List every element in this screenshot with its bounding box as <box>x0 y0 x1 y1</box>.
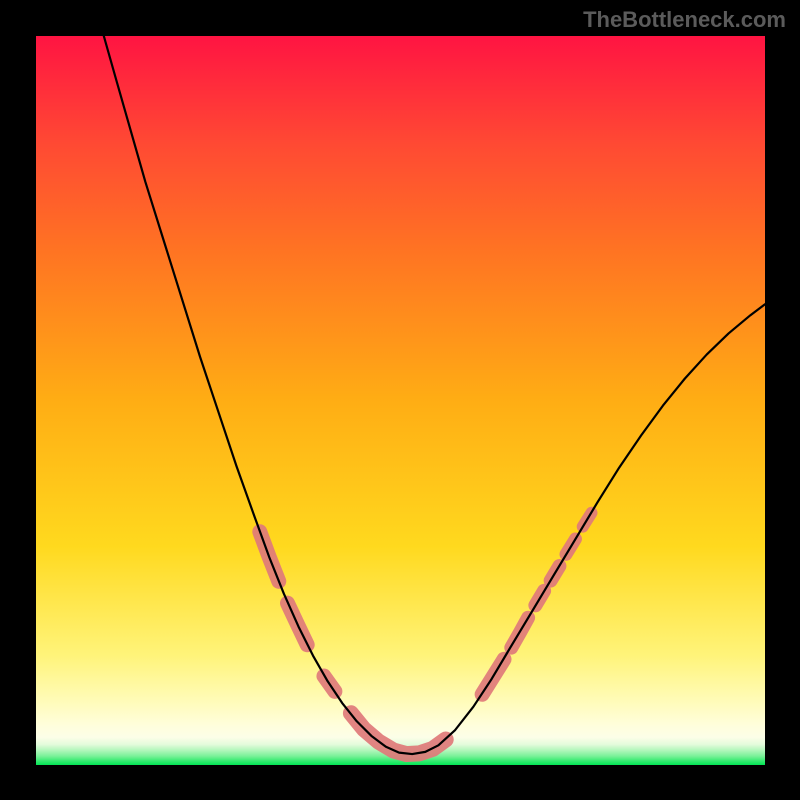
watermark-text: TheBottleneck.com <box>583 7 786 33</box>
plot-svg <box>36 36 765 765</box>
plot-background <box>36 36 765 765</box>
plot-area <box>36 36 765 765</box>
